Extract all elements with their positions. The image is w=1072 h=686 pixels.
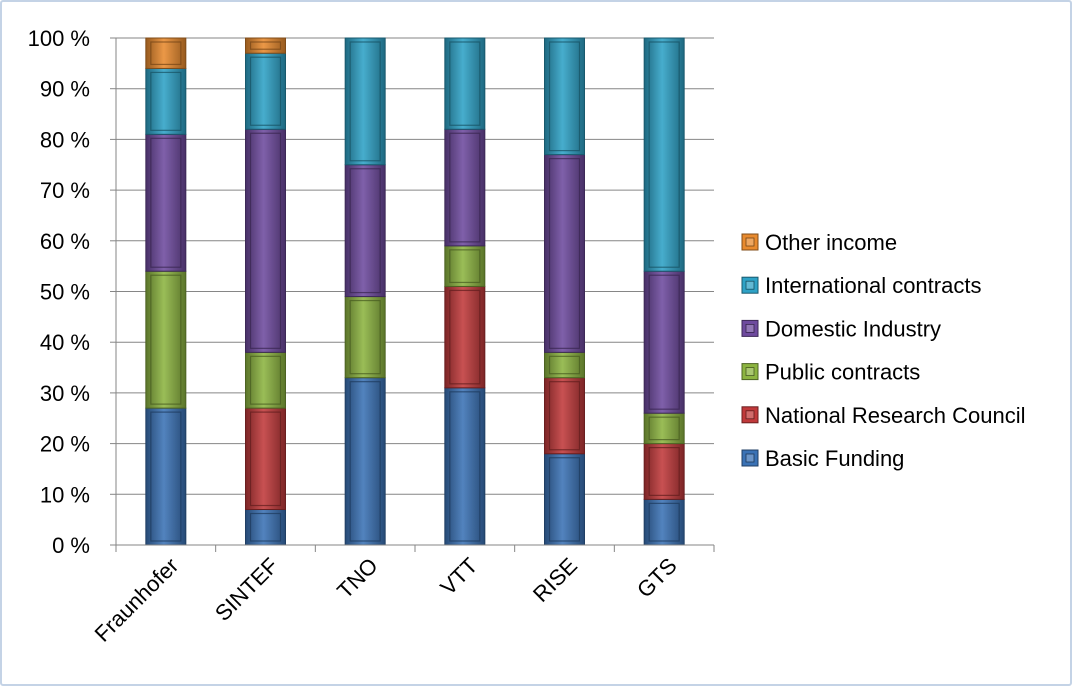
legend-entry: Other income xyxy=(741,230,897,255)
y-tick-label: 10 % xyxy=(40,482,90,507)
legend-label: International contracts xyxy=(765,273,981,298)
y-tick-label: 80 % xyxy=(40,127,90,152)
y-tick-label: 90 % xyxy=(40,77,90,102)
x-category-label: RISE xyxy=(528,553,582,607)
legend-label: Domestic Industry xyxy=(765,316,941,341)
x-axis-category-labels: Fraunhofer SINTEF TNO VTT RISE GTS xyxy=(90,553,682,647)
bar-segment xyxy=(145,270,187,409)
bar-segment xyxy=(444,387,486,546)
bar-segment xyxy=(544,453,585,546)
bar-segment xyxy=(245,509,286,546)
y-tick-label: 100 % xyxy=(28,26,90,51)
bar-segment xyxy=(544,351,585,379)
legend-label: National Research Council xyxy=(765,403,1025,428)
bar-segment xyxy=(245,128,286,353)
bar-segment xyxy=(643,270,685,414)
bar-segment xyxy=(643,412,685,445)
y-tick-label: 20 % xyxy=(40,432,90,457)
y-tick-label: 70 % xyxy=(40,178,90,203)
x-category-label: TNO xyxy=(332,553,383,604)
x-category-label: Fraunhofer xyxy=(90,553,184,647)
legend-entry: Basic Funding xyxy=(741,446,904,471)
bar-segment xyxy=(544,377,585,455)
legend-entry: National Research Council xyxy=(741,403,1025,428)
y-tick-label: 50 % xyxy=(40,280,90,305)
bar-segment xyxy=(444,128,486,247)
bar-segment xyxy=(145,133,187,272)
bar-segment xyxy=(245,37,286,54)
bar-segment xyxy=(145,67,187,135)
y-axis-tick-labels: 0 % 10 % 20 % 30 % 40 % 50 % 60 % 70 % 80 % 90 % 1… xyxy=(28,26,90,558)
y-tick-label: 0 % xyxy=(52,533,90,558)
bar-segment xyxy=(344,164,386,298)
axes xyxy=(115,38,715,552)
legend: Other income International contracts Domes… xyxy=(741,230,1025,471)
bar-segment xyxy=(245,407,286,511)
bar-segment xyxy=(145,37,187,69)
bar-segment xyxy=(643,498,685,546)
x-category-label: VTT xyxy=(435,553,482,600)
x-category-label: GTS xyxy=(632,553,682,603)
bar-segment xyxy=(344,37,386,166)
y-tick-label: 60 % xyxy=(40,229,90,254)
legend-entry: Public contracts xyxy=(741,360,920,385)
bar-segment xyxy=(643,443,685,500)
y-tick-label: 30 % xyxy=(40,381,90,406)
bar-segment xyxy=(643,37,685,272)
bar-segment xyxy=(145,407,187,546)
legend-label: Public contracts xyxy=(765,360,920,385)
legend-entry: Domestic Industry xyxy=(741,316,941,341)
gridlines xyxy=(110,37,714,546)
bar-segment xyxy=(344,296,386,379)
y-tick-label: 40 % xyxy=(40,330,90,355)
bar-segment xyxy=(245,351,286,409)
bar-segment xyxy=(344,377,386,546)
bars xyxy=(145,37,685,546)
legend-entry: International contracts xyxy=(741,273,981,298)
bar-segment xyxy=(544,37,585,156)
bar-segment xyxy=(444,245,486,287)
bar-segment xyxy=(444,37,486,130)
legend-label: Basic Funding xyxy=(765,446,904,471)
legend-label: Other income xyxy=(765,230,897,255)
bar-segment xyxy=(444,285,486,389)
x-category-label: SINTEF xyxy=(210,553,283,626)
bar-segment xyxy=(245,52,286,130)
bar-segment xyxy=(544,154,585,353)
